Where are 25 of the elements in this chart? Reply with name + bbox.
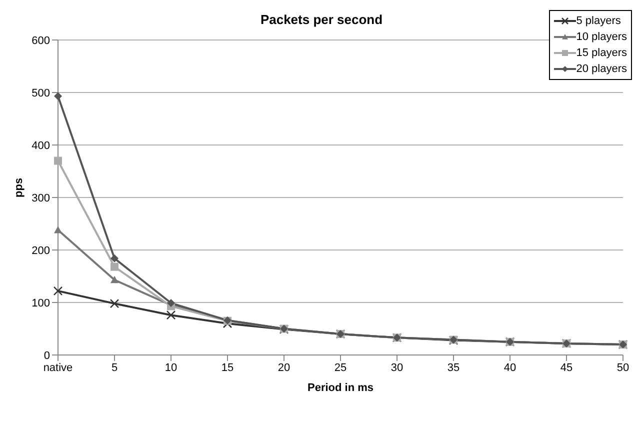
y-tick-label: 300 [32,192,50,204]
legend-label: 10 players [576,31,627,43]
y-tick-label: 200 [32,244,50,257]
chart-title: Packets per second [260,12,383,27]
x-tick-label: 5 [111,362,118,374]
legend-label: 20 players [576,63,627,75]
x-tick-label: 10 [164,362,178,374]
y-tick-label: 100 [32,297,50,310]
x-tick-label: 25 [334,362,347,374]
x-tick-label: 30 [390,362,404,374]
x-axis-title: Period in ms [307,382,374,394]
x-tick-label: 45 [560,362,573,374]
x-tick-label: 15 [221,362,234,374]
y-axis-title: pps [12,178,25,198]
y-tick-label: 600 [32,34,50,47]
y-tick-label: 500 [32,87,50,100]
x-tick-label: native [43,362,73,374]
x-tick-label: 20 [278,362,290,374]
y-tick-label: 400 [32,140,50,152]
legend-label: 15 players [576,47,627,59]
x-tick-label: 50 [616,362,630,374]
x-tick-label: 40 [504,362,516,374]
y-tick-label: 0 [44,350,50,362]
x-tick-label: 35 [447,362,460,374]
legend-label: 5 players [576,15,621,27]
